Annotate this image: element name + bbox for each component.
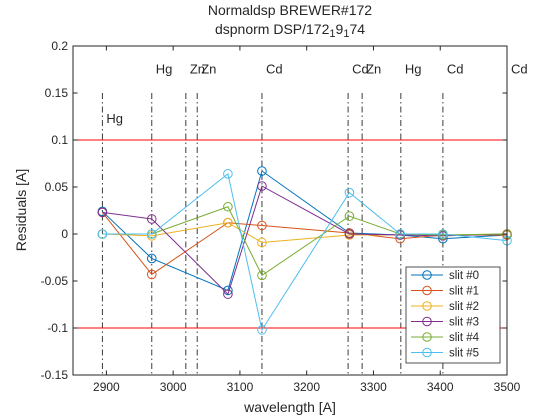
x-axis-label: wavelength [A]: [243, 399, 336, 415]
y-tick-label: 0.1: [51, 133, 68, 147]
data-point: [146, 269, 157, 280]
reference-label-cd: Cd: [266, 61, 283, 76]
data-point: [223, 169, 233, 179]
legend-entry: slit #1: [411, 286, 479, 298]
data-point: [223, 289, 233, 299]
chart-subtitle: dspnorm DSP/17219174: [215, 21, 365, 40]
legend-entry: slit #4: [411, 332, 480, 344]
reference-label-zn: Zn: [201, 61, 216, 76]
series-line: [102, 185, 508, 296]
y-tick-label: 0: [61, 227, 68, 241]
y-tick-label: -0.1: [47, 321, 68, 335]
data-point: [257, 325, 267, 335]
legend-entry: slit #3: [411, 317, 479, 329]
series-line: [102, 206, 508, 277]
subtitle-part: 74: [349, 21, 365, 37]
data-point: [146, 214, 157, 224]
reference-label-zn: Zn: [190, 61, 205, 76]
subtitle-part: dspnorm DSP/172: [215, 21, 330, 37]
legend-swatch-marker: [422, 316, 432, 327]
data-point: [438, 229, 448, 239]
subtitle-part: 9: [336, 21, 344, 37]
subtitle-subscript: 1: [329, 28, 335, 40]
y-axis-label: Residuals [A]: [13, 169, 29, 251]
data-point: [257, 220, 267, 231]
data-point: [223, 217, 233, 228]
y-tick-label: 0.05: [45, 180, 69, 194]
legend: slit #0 slit #1 slit #2 slit #3 slit #4 slit …: [405, 266, 501, 364]
legend-label: slit #4: [449, 332, 480, 344]
legend-swatch-marker: [422, 285, 432, 296]
reference-label-cd: Cd: [447, 61, 464, 76]
legend-label: slit #3: [449, 317, 479, 329]
series-line: [102, 172, 508, 332]
y-tick-label: 0.15: [45, 86, 69, 100]
x-tick-label: 3000: [160, 380, 187, 394]
y-tick-label: -0.15: [41, 368, 69, 382]
data-point: [146, 229, 157, 239]
data-point: [344, 187, 355, 198]
data-point: [97, 229, 108, 239]
x-tick-label: 3200: [293, 380, 320, 394]
y-tick-label: 0.2: [51, 39, 68, 53]
legend-label: slit #1: [449, 286, 479, 298]
legend-swatch-marker: [422, 301, 432, 311]
x-tick-label: 3400: [427, 380, 454, 394]
legend-label: slit #2: [449, 301, 479, 313]
data-point: [344, 211, 355, 221]
data-point: [257, 237, 267, 248]
data-point: [257, 166, 267, 176]
data-point: [223, 201, 233, 212]
reference-label-cd: Cd: [352, 61, 369, 76]
data-point: [146, 253, 157, 264]
legend-entry: slit #5: [411, 348, 479, 360]
legend-box: [405, 266, 501, 364]
legend-label: slit #5: [449, 348, 479, 360]
legend-swatch-marker: [422, 347, 432, 358]
reference-label-cd: Cd: [511, 61, 528, 76]
subtitle-subscript: 1: [343, 28, 349, 40]
data-point: [344, 229, 355, 239]
data-point: [97, 207, 108, 218]
x-tick-label: 3500: [494, 380, 521, 394]
legend-label: slit #0: [449, 270, 479, 282]
legend-swatch-marker: [422, 332, 432, 342]
x-tick-label: 2900: [93, 380, 120, 394]
reference-label-hg: Hg: [405, 61, 422, 76]
legend-entry: slit #0: [411, 270, 479, 282]
data-point: [257, 181, 267, 191]
y-tick-label: -0.05: [41, 274, 69, 288]
plot-area-frame: [72, 45, 508, 376]
series-5: [97, 169, 512, 335]
reference-label-zn: Zn: [366, 61, 381, 76]
reference-label-hg: Hg: [156, 61, 173, 76]
series-line: [102, 170, 508, 292]
x-axis-ticks: 2900 3000 3100 3200 3300 3400 3500: [93, 46, 521, 394]
legend-swatch-marker: [422, 270, 432, 280]
x-tick-label: 3100: [227, 380, 254, 394]
y-axis-ticks: -0.15 -0.1 -0.05 0 0.05 0.1 0.15 0.2: [41, 39, 507, 382]
data-point: [257, 270, 267, 281]
reference-label-hg: Hg: [106, 111, 123, 126]
chart-title: Normaldsp BREWER#172: [208, 2, 372, 18]
legend-entry: slit #2: [411, 301, 479, 313]
data-point: [395, 229, 405, 239]
x-tick-label: 3300: [360, 380, 387, 394]
